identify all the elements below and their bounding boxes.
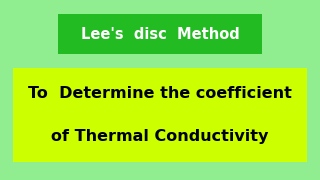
FancyBboxPatch shape: [13, 68, 307, 162]
Text: To  Determine the coefficient: To Determine the coefficient: [28, 86, 292, 101]
Text: of Thermal Conductivity: of Thermal Conductivity: [51, 129, 269, 144]
Text: Lee's  disc  Method: Lee's disc Method: [81, 27, 239, 42]
FancyBboxPatch shape: [58, 14, 262, 54]
